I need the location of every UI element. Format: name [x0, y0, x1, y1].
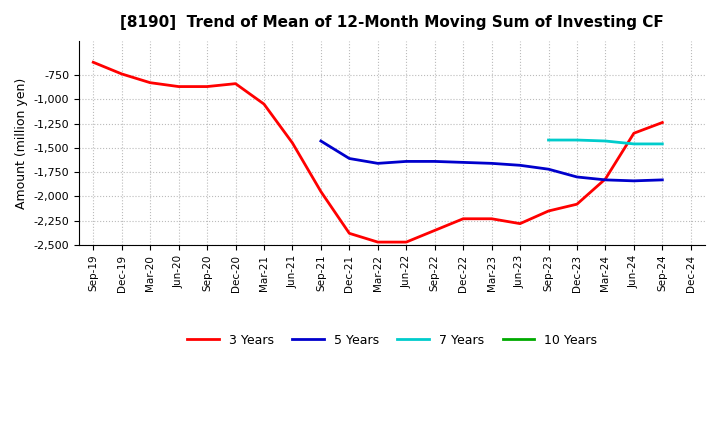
3 Years [117, 71, 126, 77]
3 Years [146, 80, 155, 85]
5 Years [572, 174, 581, 180]
3 Years [231, 81, 240, 86]
3 Years [572, 202, 581, 207]
5 Years [345, 156, 354, 161]
7 Years [572, 137, 581, 143]
7 Years [629, 141, 638, 147]
5 Years [459, 160, 467, 165]
3 Years [260, 102, 269, 107]
7 Years [658, 141, 667, 147]
5 Years [544, 167, 553, 172]
3 Years [89, 60, 98, 65]
3 Years [629, 131, 638, 136]
5 Years [658, 177, 667, 183]
3 Years [374, 239, 382, 245]
3 Years [174, 84, 183, 89]
Line: 5 Years: 5 Years [321, 141, 662, 181]
7 Years [601, 138, 610, 143]
3 Years [601, 176, 610, 182]
3 Years [402, 239, 410, 245]
5 Years [374, 161, 382, 166]
3 Years [516, 221, 524, 226]
5 Years [629, 178, 638, 183]
Y-axis label: Amount (million yen): Amount (million yen) [15, 77, 28, 209]
3 Years [288, 140, 297, 146]
3 Years [431, 228, 439, 233]
3 Years [459, 216, 467, 221]
3 Years [544, 209, 553, 214]
5 Years [487, 161, 496, 166]
3 Years [345, 231, 354, 236]
5 Years [601, 177, 610, 183]
Line: 3 Years: 3 Years [94, 62, 662, 242]
3 Years [317, 189, 325, 194]
Legend: 3 Years, 5 Years, 7 Years, 10 Years: 3 Years, 5 Years, 7 Years, 10 Years [182, 329, 602, 352]
3 Years [658, 120, 667, 125]
Line: 7 Years: 7 Years [549, 140, 662, 144]
Title: [8190]  Trend of Mean of 12-Month Moving Sum of Investing CF: [8190] Trend of Mean of 12-Month Moving … [120, 15, 664, 30]
3 Years [487, 216, 496, 221]
5 Years [431, 159, 439, 164]
5 Years [516, 163, 524, 168]
5 Years [317, 138, 325, 143]
3 Years [203, 84, 212, 89]
7 Years [544, 137, 553, 143]
5 Years [402, 159, 410, 164]
